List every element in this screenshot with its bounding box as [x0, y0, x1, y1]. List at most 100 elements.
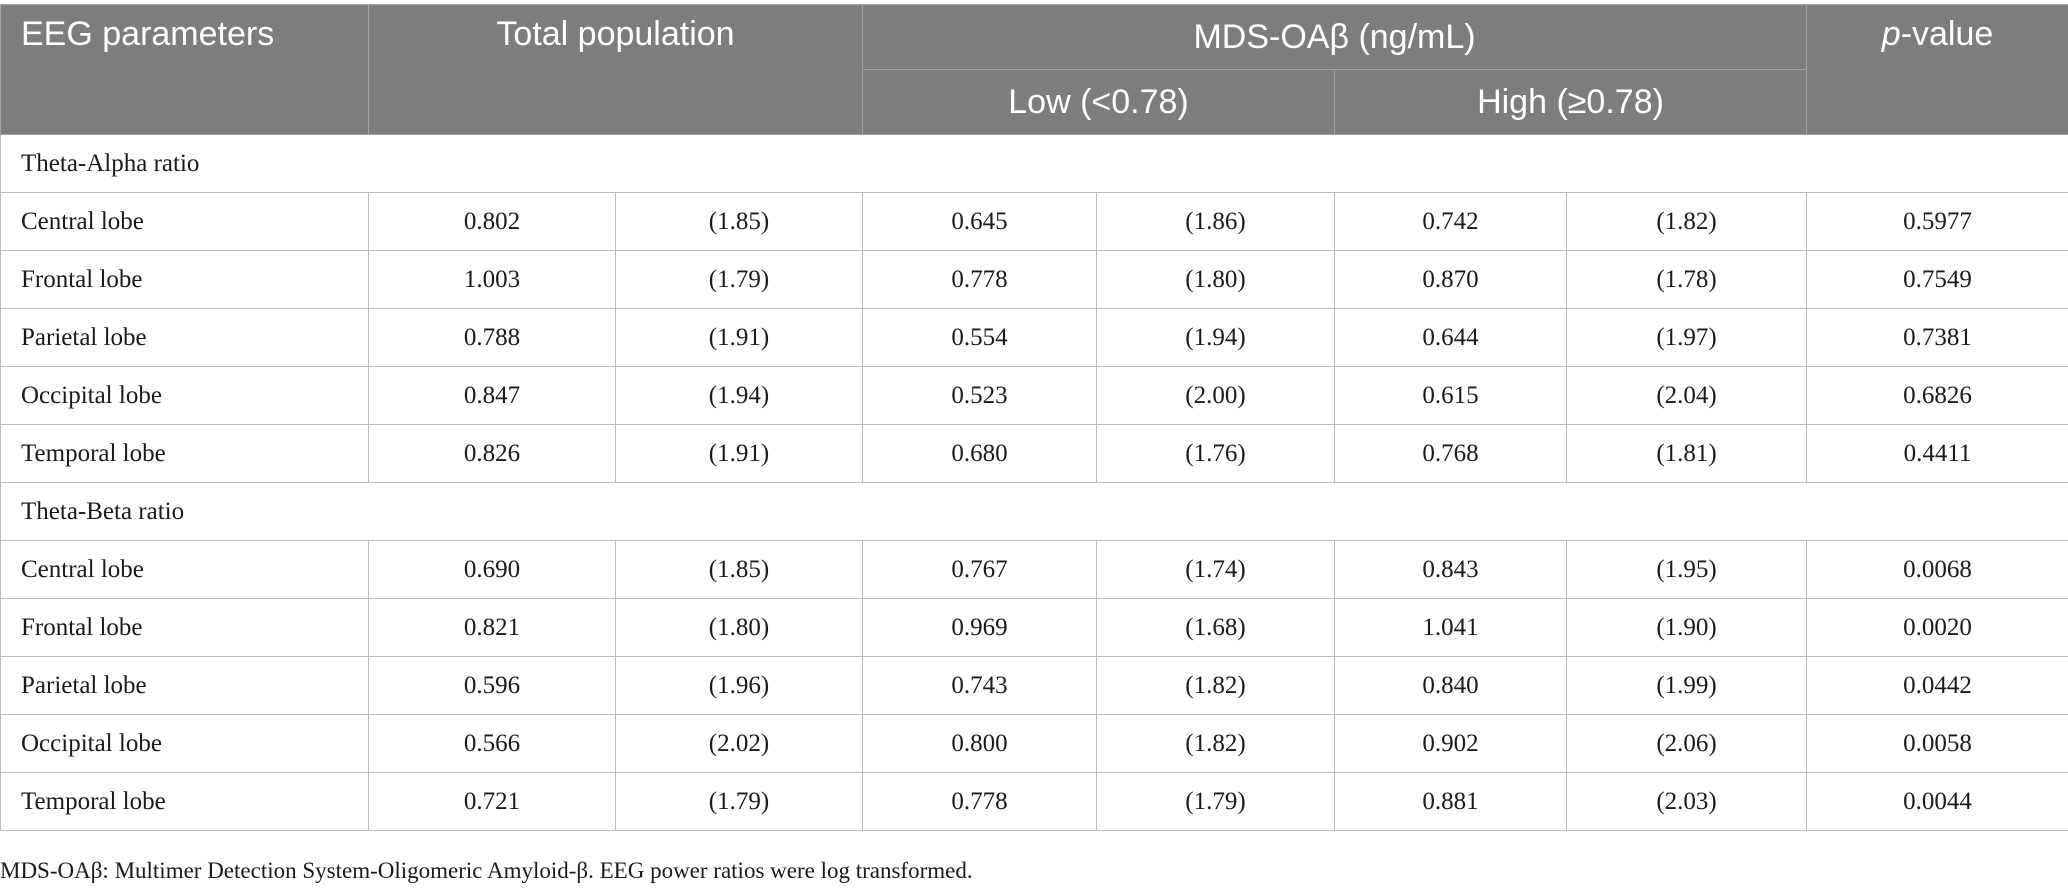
low-mean-cell: 0.800 [862, 714, 1097, 773]
p-value-cell: 0.7381 [1806, 308, 2068, 367]
table-body: Theta-Alpha ratio Central lobe 0.802 (1.85)… [0, 134, 2068, 831]
total-mean-cell: 0.826 [368, 424, 616, 483]
low-mean-cell: 0.969 [862, 598, 1097, 657]
low-sd-cell: (1.76) [1096, 424, 1335, 483]
total-sd-cell: (1.85) [615, 540, 863, 599]
section-row: Theta-Alpha ratio [0, 134, 2068, 193]
section-title: Theta-Beta ratio [0, 482, 2068, 541]
p-value-cell: 0.5977 [1806, 192, 2068, 251]
p-value-cell: 0.4411 [1806, 424, 2068, 483]
header-p-value: p-value [1806, 4, 2068, 135]
table-row: Parietal lobe 0.788 (1.91) 0.554 (1.94) 0.644… [0, 308, 2068, 367]
table-row: Temporal lobe 0.721 (1.79) 0.778 (1.79) 0.881… [0, 772, 2068, 831]
high-sd-cell: (2.03) [1565, 772, 1808, 831]
total-mean-cell: 0.847 [368, 366, 616, 425]
total-sd-cell: (1.91) [615, 424, 863, 483]
low-sd-cell: (1.68) [1096, 598, 1335, 657]
total-mean-cell: 0.788 [368, 308, 616, 367]
p-value-cell: 0.0058 [1806, 714, 2068, 773]
high-mean-cell: 0.644 [1334, 308, 1567, 367]
high-mean-cell: 0.840 [1334, 656, 1567, 715]
section-title: Theta-Alpha ratio [0, 134, 2068, 193]
table-row: Occipital lobe 0.847 (1.94) 0.523 (2.00) 0.61… [0, 366, 2068, 425]
high-sd-cell: (1.81) [1565, 424, 1808, 483]
low-sd-cell: (1.86) [1096, 192, 1335, 251]
total-mean-cell: 0.721 [368, 772, 616, 831]
high-sd-cell: (1.99) [1565, 656, 1808, 715]
table-row: Frontal lobe 0.821 (1.80) 0.969 (1.68) 1.041(… [0, 598, 2068, 657]
low-sd-cell: (1.80) [1096, 250, 1335, 309]
low-sd-cell: (2.00) [1096, 366, 1335, 425]
total-sd-cell: (2.02) [615, 714, 863, 773]
p-value-suffix: -value [1900, 15, 1994, 53]
high-sd-cell: (2.04) [1565, 366, 1808, 425]
total-mean-cell: 0.690 [368, 540, 616, 599]
row-label: Temporal lobe [0, 772, 369, 831]
table-row: Frontal lobe 1.003 (1.79) 0.778 (1.80) 0.870(… [0, 250, 2068, 309]
high-mean-cell: 0.870 [1334, 250, 1567, 309]
low-sd-cell: (1.82) [1096, 656, 1335, 715]
p-value-cell: 0.0068 [1806, 540, 2068, 599]
total-sd-cell: (1.91) [615, 308, 863, 367]
p-value-italic-p: p [1881, 15, 1901, 53]
table-header: EEG parameters Total population MDS-OAβ … [0, 4, 2068, 135]
row-label: Frontal lobe [0, 250, 369, 309]
row-label: Temporal lobe [0, 424, 369, 483]
header-eeg-parameters: EEG parameters [0, 4, 369, 135]
low-sd-cell: (1.74) [1096, 540, 1335, 599]
high-mean-cell: 0.742 [1334, 192, 1567, 251]
total-mean-cell: 0.802 [368, 192, 616, 251]
total-sd-cell: (1.79) [615, 772, 863, 831]
p-value-cell: 0.0020 [1806, 598, 2068, 657]
low-sd-cell: (1.79) [1096, 772, 1335, 831]
row-label: Frontal lobe [0, 598, 369, 657]
low-mean-cell: 0.554 [862, 308, 1097, 367]
p-value-cell: 0.0442 [1806, 656, 2068, 715]
low-sd-cell: (1.82) [1096, 714, 1335, 773]
total-mean-cell: 0.596 [368, 656, 616, 715]
high-mean-cell: 0.615 [1334, 366, 1567, 425]
row-label: Central lobe [0, 540, 369, 599]
low-mean-cell: 0.680 [862, 424, 1097, 483]
section-row: Theta-Beta ratio [0, 482, 2068, 541]
total-sd-cell: (1.94) [615, 366, 863, 425]
header-high: High (≥0.78) [1333, 69, 1808, 135]
low-mean-cell: 0.778 [862, 772, 1097, 831]
total-sd-cell: (1.79) [615, 250, 863, 309]
eeg-parameters-table: EEG parameters Total population MDS-OAβ … [0, 4, 2068, 831]
header-low: Low (<0.78) [862, 69, 1335, 135]
row-label: Parietal lobe [0, 656, 369, 715]
high-sd-cell: (1.78) [1565, 250, 1808, 309]
table-footnote: MDS-OAβ: Multimer Detection System-Oligo… [0, 858, 973, 883]
high-mean-cell: 0.768 [1334, 424, 1567, 483]
row-label: Occipital lobe [0, 714, 369, 773]
high-sd-cell: (2.06) [1565, 714, 1808, 773]
header-mds-oab-group: MDS-OAβ (ng/mL) [861, 4, 1808, 70]
eeg-table-container: EEG parameters Total population MDS-OAβ … [0, 4, 2068, 831]
total-sd-cell: (1.85) [615, 192, 863, 251]
total-mean-cell: 0.821 [368, 598, 616, 657]
p-value-cell: 0.7549 [1806, 250, 2068, 309]
row-label: Central lobe [0, 192, 369, 251]
high-mean-cell: 1.041 [1334, 598, 1567, 657]
low-mean-cell: 0.743 [862, 656, 1097, 715]
high-mean-cell: 0.843 [1334, 540, 1567, 599]
row-label: Occipital lobe [0, 366, 369, 425]
p-value-cell: 0.6826 [1806, 366, 2068, 425]
total-sd-cell: (1.96) [615, 656, 863, 715]
header-total-population: Total population [368, 4, 863, 135]
high-sd-cell: (1.90) [1565, 598, 1808, 657]
high-mean-cell: 0.881 [1334, 772, 1567, 831]
total-mean-cell: 1.003 [368, 250, 616, 309]
low-mean-cell: 0.767 [862, 540, 1097, 599]
table-row: Temporal lobe 0.826 (1.91) 0.680 (1.76) 0.768… [0, 424, 2068, 483]
low-mean-cell: 0.778 [862, 250, 1097, 309]
low-mean-cell: 0.645 [862, 192, 1097, 251]
high-sd-cell: (1.97) [1565, 308, 1808, 367]
low-mean-cell: 0.523 [862, 366, 1097, 425]
low-sd-cell: (1.94) [1096, 308, 1335, 367]
row-label: Parietal lobe [0, 308, 369, 367]
table-row: Occipital lobe 0.566 (2.02) 0.800 (1.82) 0.90… [0, 714, 2068, 773]
high-sd-cell: (1.95) [1565, 540, 1808, 599]
high-mean-cell: 0.902 [1334, 714, 1567, 773]
